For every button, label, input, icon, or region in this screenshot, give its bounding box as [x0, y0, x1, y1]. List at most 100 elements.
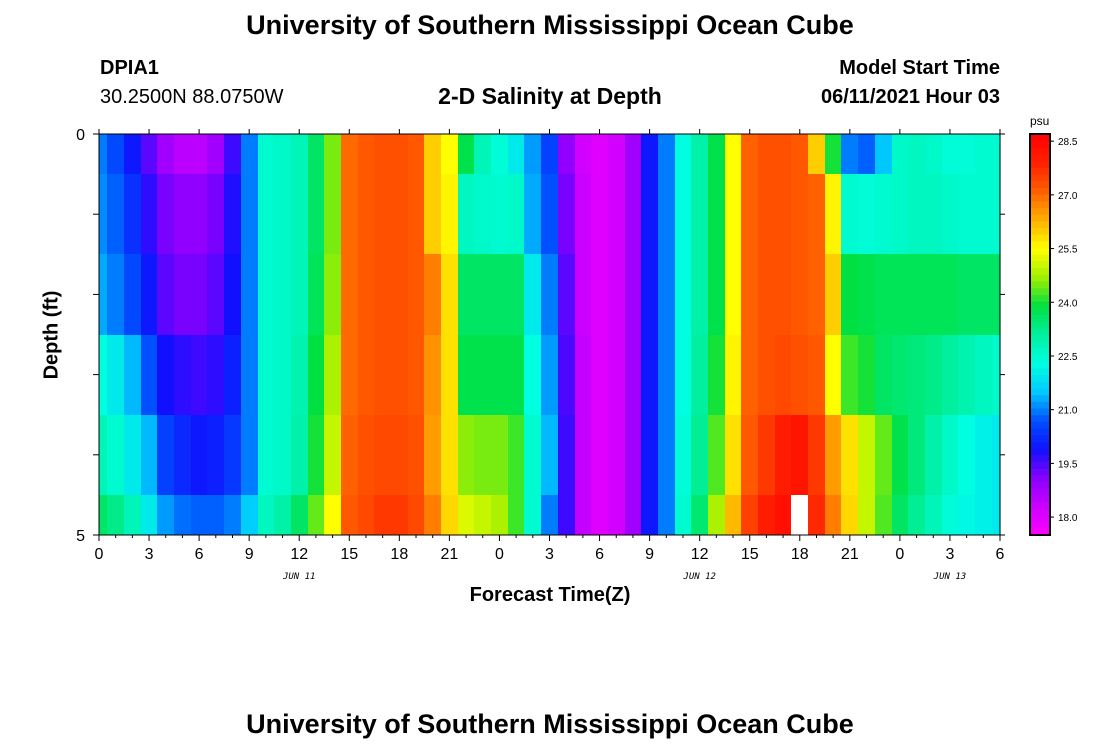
- heatmap-cell: [808, 495, 826, 536]
- heatmap-cell: [324, 254, 342, 336]
- x-tick-label: 12: [290, 546, 308, 563]
- heatmap-cell: [675, 174, 692, 255]
- heatmap-cell: [141, 134, 158, 175]
- heatmap-cell: [174, 174, 192, 255]
- heatmap-cell: [591, 335, 609, 416]
- heatmap-cell: [775, 254, 792, 336]
- heatmap-cell: [224, 254, 242, 336]
- heatmap-cell: [508, 415, 525, 496]
- heatmap-cell: [675, 495, 692, 536]
- heatmap-cell: [691, 415, 709, 496]
- colorbar-tick-label: 24.0: [1058, 298, 1078, 309]
- heatmap-cell: [691, 495, 709, 536]
- heatmap-cell: [124, 134, 142, 175]
- chart-subtitle: 2-D Salinity at Depth: [438, 83, 662, 109]
- colorbar-segment: [1030, 134, 1050, 142]
- heatmap-cell: [391, 254, 409, 336]
- heatmap-cell: [925, 415, 943, 496]
- heatmap-cell: [758, 174, 776, 255]
- heatmap-cell: [241, 415, 259, 496]
- heatmap-cell: [808, 254, 826, 336]
- heatmap-cell: [608, 134, 626, 175]
- heatmap-cell: [291, 174, 309, 255]
- heatmap-cell: [291, 495, 309, 536]
- heatmap-cell: [374, 174, 392, 255]
- heatmap-cell: [558, 415, 576, 496]
- heatmap-cell: [291, 134, 309, 175]
- heatmap-cell: [441, 415, 459, 496]
- heatmap-cell: [925, 335, 943, 416]
- heatmap-cell: [775, 335, 792, 416]
- heatmap-cell: [408, 254, 425, 336]
- heatmap-cell: [775, 174, 792, 255]
- heatmap-cells: [99, 134, 1001, 536]
- heatmap-cell: [675, 134, 692, 175]
- heatmap-cell: [808, 134, 826, 175]
- heatmap-cell: [258, 415, 275, 496]
- colorbar-segment: [1030, 160, 1050, 168]
- heatmap-cell: [424, 335, 442, 416]
- heatmap-cell: [608, 174, 626, 255]
- heatmap-cell: [825, 415, 842, 496]
- heatmap-cell: [541, 174, 559, 255]
- heatmap-cell: [458, 134, 475, 175]
- heatmap-cell: [791, 174, 809, 255]
- heatmap-cell: [241, 495, 259, 536]
- heatmap-cell: [858, 134, 876, 175]
- heatmap-cell: [575, 415, 592, 496]
- heatmap-cell: [374, 254, 392, 336]
- heatmap-cell: [958, 134, 976, 175]
- heatmap-cell: [758, 134, 776, 175]
- heatmap-cell: [391, 134, 409, 175]
- heatmap-cell: [992, 415, 1001, 496]
- heatmap-cell: [157, 134, 175, 175]
- x-tick-label: 15: [741, 546, 759, 563]
- heatmap-cell: [608, 415, 626, 496]
- heatmap-cell: [191, 254, 208, 336]
- heatmap-cell: [775, 134, 792, 175]
- heatmap-cell: [641, 174, 659, 255]
- heatmap-cell: [191, 495, 208, 536]
- heatmap-cell: [625, 174, 642, 255]
- heatmap-cell: [841, 174, 859, 255]
- heatmap-cell: [174, 254, 192, 336]
- heatmap-cell: [274, 174, 292, 255]
- heatmap-cell: [925, 174, 943, 255]
- heatmap-cell: [725, 174, 742, 255]
- heatmap-cell: [775, 495, 792, 536]
- heatmap-cell: [491, 134, 509, 175]
- colorbar-segment: [1030, 260, 1050, 269]
- heatmap-cell: [107, 335, 125, 416]
- heatmap-cell: [958, 335, 976, 416]
- model-start-value: 06/11/2021 Hour 03: [820, 86, 1000, 108]
- heatmap-cell: [741, 335, 759, 416]
- heatmap-cell: [274, 134, 292, 175]
- heatmap-cell: [625, 254, 642, 336]
- heatmap-cell: [758, 335, 776, 416]
- heatmap-cell: [308, 415, 325, 496]
- station-coordinates: 30.2500N 88.0750W: [100, 86, 284, 108]
- heatmap-cell: [691, 174, 709, 255]
- heatmap-cell: [408, 134, 425, 175]
- heatmap-cell: [491, 335, 509, 416]
- heatmap-cell: [341, 335, 359, 416]
- heatmap-cell: [858, 254, 876, 336]
- heatmap-cell: [591, 134, 609, 175]
- heatmap-cell: [658, 254, 676, 336]
- x-tick-label: 12: [691, 546, 709, 563]
- colorbar: [1030, 134, 1050, 536]
- colorbar-segment: [1030, 461, 1050, 469]
- heatmap-cell: [741, 495, 759, 536]
- colorbar-segment: [1030, 381, 1050, 389]
- colorbar-segment: [1030, 354, 1050, 362]
- heatmap-cell: [608, 335, 626, 416]
- heatmap-cell: [558, 134, 576, 175]
- heatmap-cell: [841, 134, 859, 175]
- heatmap-cell: [541, 415, 559, 496]
- heatmap-cell: [441, 495, 459, 536]
- heatmap-cell: [374, 335, 392, 416]
- heatmap-cell: [524, 495, 542, 536]
- heatmap-cell: [391, 174, 409, 255]
- heatmap-cell: [458, 415, 475, 496]
- colorbar-segment: [1030, 341, 1050, 349]
